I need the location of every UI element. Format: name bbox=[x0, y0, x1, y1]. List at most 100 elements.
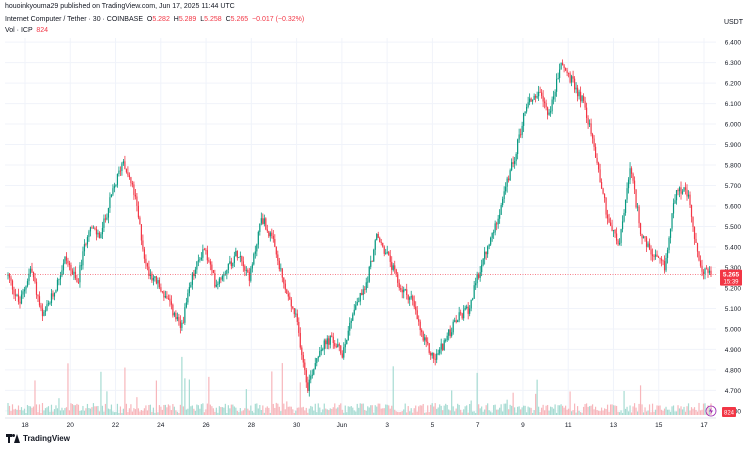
x-tick-label: 30 bbox=[293, 422, 301, 429]
volume-bar bbox=[86, 403, 89, 415]
candle-body bbox=[710, 270, 712, 275]
volume-bar bbox=[618, 412, 621, 415]
x-tick-label: 28 bbox=[248, 422, 256, 429]
candle-body bbox=[10, 277, 12, 281]
x-tick-label: 24 bbox=[157, 422, 165, 429]
volume-bar bbox=[154, 412, 156, 415]
y-tick-label: 5.000 bbox=[725, 326, 742, 333]
candle-body bbox=[112, 188, 114, 195]
volume-bar bbox=[418, 406, 420, 415]
volume-bar bbox=[178, 412, 180, 415]
volume-bar bbox=[254, 403, 256, 415]
candle-body bbox=[446, 335, 448, 340]
volume-bar bbox=[152, 407, 154, 415]
volume-bar bbox=[247, 408, 249, 415]
volume-bar bbox=[256, 403, 258, 415]
candle-body bbox=[356, 301, 358, 306]
volume-bar bbox=[295, 410, 297, 415]
candle-body bbox=[62, 263, 65, 271]
candle-body bbox=[512, 162, 514, 164]
volume-bar bbox=[236, 410, 238, 415]
candle-body bbox=[422, 332, 424, 341]
candle-body bbox=[460, 312, 462, 314]
volume-bar bbox=[597, 410, 600, 415]
tradingview-logo[interactable]: TradingView bbox=[6, 434, 70, 443]
volume-bar bbox=[175, 410, 177, 415]
volume-bar bbox=[212, 408, 214, 415]
volume-bar bbox=[421, 405, 423, 415]
candle-body bbox=[109, 197, 111, 209]
candle-body bbox=[181, 322, 183, 328]
volume-bar bbox=[209, 404, 211, 415]
volume-bar bbox=[167, 404, 169, 415]
volume-bar bbox=[520, 409, 522, 415]
candle-body bbox=[633, 180, 636, 190]
volume-bar bbox=[217, 412, 219, 415]
volume-bar bbox=[337, 407, 339, 415]
candle-body bbox=[56, 279, 59, 291]
volume-bar bbox=[310, 405, 312, 415]
candle-body bbox=[203, 249, 205, 251]
volume-bar bbox=[419, 405, 421, 415]
candle-body bbox=[322, 349, 324, 350]
candle-body bbox=[124, 161, 126, 169]
volume-bar bbox=[274, 407, 276, 415]
volume-bar bbox=[79, 410, 81, 415]
volume-bar bbox=[115, 411, 117, 415]
candle-body bbox=[364, 289, 366, 291]
candle-body bbox=[599, 169, 601, 183]
candle-body bbox=[692, 216, 694, 227]
candle-body bbox=[418, 319, 420, 322]
volume-bar bbox=[20, 407, 23, 415]
candle-body bbox=[325, 340, 327, 345]
volume-bar bbox=[314, 403, 316, 415]
candle-body bbox=[699, 260, 702, 266]
volume-bar bbox=[316, 412, 318, 415]
volume-badge bbox=[722, 407, 736, 417]
x-tick-label: 11 bbox=[565, 422, 572, 429]
candle-body bbox=[97, 232, 99, 235]
candle-body bbox=[454, 320, 456, 322]
volume-bar bbox=[488, 410, 490, 415]
candle-body bbox=[317, 356, 319, 359]
candle-body bbox=[272, 235, 274, 240]
volume-bar bbox=[374, 405, 376, 415]
volume-bar bbox=[185, 409, 187, 415]
candle-body bbox=[296, 313, 298, 322]
y-tick-label: 4.800 bbox=[725, 367, 742, 374]
volume-bar bbox=[194, 410, 196, 415]
candle-body bbox=[686, 189, 688, 197]
volume-legend[interactable]: Vol · ICP 824 bbox=[5, 27, 48, 34]
volume-bar bbox=[10, 411, 12, 415]
candle-body bbox=[260, 218, 262, 224]
candle-body bbox=[284, 283, 286, 290]
volume-bar bbox=[678, 408, 681, 415]
candle-body bbox=[484, 251, 486, 259]
candle-body bbox=[226, 269, 228, 274]
low-label: L bbox=[200, 16, 205, 23]
volume-bar bbox=[496, 409, 498, 415]
symbol-legend[interactable]: Internet Computer / Tether · 30 · COINBA… bbox=[5, 16, 304, 23]
volume-bar bbox=[470, 400, 472, 415]
candle-body bbox=[669, 228, 672, 238]
candle-body bbox=[304, 362, 306, 371]
volume-bar bbox=[675, 411, 678, 415]
candle-body bbox=[511, 162, 513, 171]
volume-bar bbox=[34, 380, 36, 415]
candle-body bbox=[644, 236, 646, 238]
candle-body bbox=[314, 363, 316, 370]
volume-bar bbox=[521, 407, 523, 415]
candle-body bbox=[301, 347, 303, 356]
volume-bar bbox=[466, 405, 468, 415]
candle-body bbox=[620, 229, 622, 243]
volume-bar bbox=[662, 410, 664, 415]
candle-body bbox=[427, 341, 429, 344]
volume-bar bbox=[582, 406, 585, 415]
candle-body bbox=[218, 278, 220, 284]
volume-bar bbox=[512, 392, 514, 415]
volume-bar bbox=[395, 411, 397, 415]
volume-bar bbox=[565, 405, 567, 415]
candle-body bbox=[671, 213, 673, 229]
candle-body bbox=[648, 243, 651, 250]
